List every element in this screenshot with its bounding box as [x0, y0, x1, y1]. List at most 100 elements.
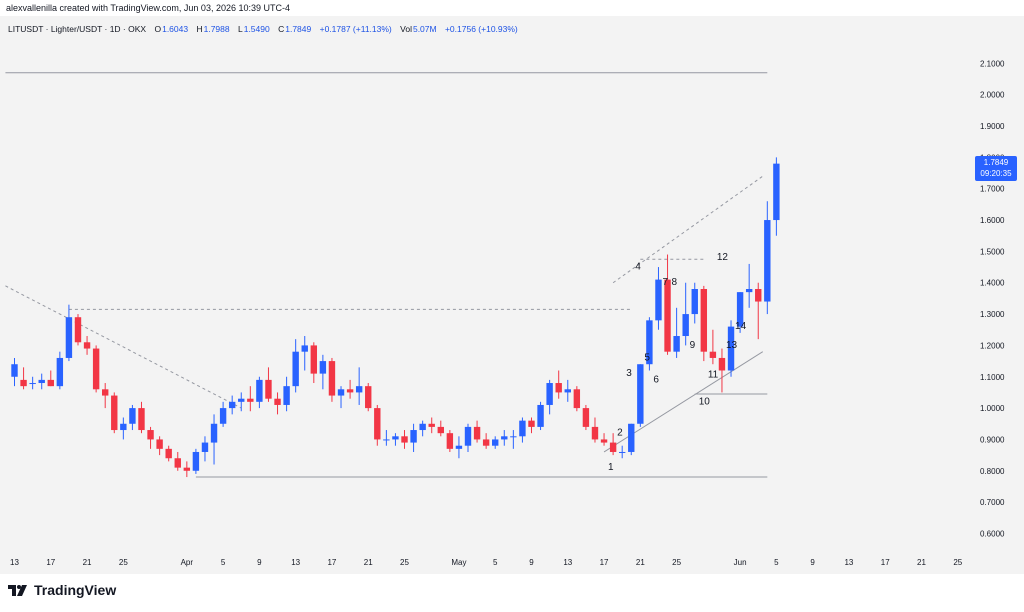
x-axis-tick-label: 13	[563, 558, 572, 567]
tradingview-logo[interactable]: TradingView	[8, 582, 116, 598]
candle-body	[337, 389, 345, 396]
close-label: C	[278, 24, 285, 34]
candle-body	[201, 442, 209, 452]
x-axis-tick-label: 5	[493, 558, 498, 567]
low-value: 1.5490	[243, 24, 270, 34]
volume-value: 5.07M	[412, 24, 437, 34]
wave-count-label: 12	[717, 252, 729, 263]
candle-body	[637, 364, 644, 424]
x-axis-tick-label: 21	[83, 558, 92, 567]
y-axis-tick-label: 1.4000	[980, 279, 1005, 288]
candle-body	[265, 379, 272, 399]
candle-body	[319, 361, 327, 374]
candle-body	[628, 423, 635, 452]
wave-count-label: 1	[608, 462, 614, 473]
wave-count-label: 6	[653, 374, 659, 385]
y-axis-tick-label: 2.1000	[980, 59, 1005, 68]
candle-body	[582, 408, 590, 427]
candle-body	[664, 279, 671, 352]
candle-body	[156, 439, 163, 449]
bar-countdown: 09:20:35	[980, 169, 1012, 179]
x-axis-tick-label: 9	[529, 558, 534, 567]
symbol-name: LITUSDT · Lighter/USDT · 1D · OKX	[8, 24, 147, 34]
candle-body	[673, 336, 680, 352]
candle-body	[74, 317, 82, 343]
top-bar: alexvallenilla created with TradingView.…	[0, 0, 1024, 16]
candle-body	[600, 439, 608, 443]
candle-body	[646, 320, 653, 365]
candle-body	[455, 445, 463, 449]
x-axis-tick-label: 17	[46, 558, 55, 567]
candle-body	[482, 439, 490, 446]
candle-body	[718, 357, 726, 371]
candle-body	[238, 398, 245, 402]
candle-body	[428, 423, 435, 427]
candle-body	[700, 289, 708, 352]
candle-body	[492, 439, 499, 446]
candle-body	[174, 458, 181, 468]
candle-body	[292, 351, 299, 387]
candle-body	[301, 345, 308, 352]
wave-count-label: 3	[626, 368, 632, 379]
candle-body	[47, 379, 54, 387]
wave-count-label: 10	[699, 396, 711, 407]
wave-count-label: 14	[735, 321, 747, 332]
wave-count-label: 13	[726, 340, 738, 351]
candle-body	[736, 292, 744, 327]
candle-body	[555, 383, 562, 393]
y-axis-tick-label: 1.5000	[980, 247, 1005, 256]
x-axis-tick-label: 13	[844, 558, 853, 567]
open-label: O	[154, 24, 162, 34]
candle-body	[120, 423, 127, 431]
trend-line	[612, 175, 764, 284]
symbol-legend: LITUSDT · Lighter/USDT · 1D · OKX O1.604…	[8, 24, 524, 34]
candle-body	[682, 314, 689, 337]
x-axis-tick-label: 25	[672, 558, 681, 567]
candle-body	[65, 317, 73, 358]
candle-body	[29, 383, 36, 385]
y-axis-tick-label: 1.9000	[980, 122, 1005, 131]
attribution-text: alexvallenilla created with TradingView.…	[6, 3, 290, 13]
volume-label: Vol	[400, 24, 412, 34]
price-chart[interactable]: 12345678910111213142.10002.00001.90001.8…	[0, 16, 1024, 574]
candle-body	[573, 389, 581, 409]
candle-body	[510, 436, 517, 438]
y-axis-tick-label: 1.2000	[980, 341, 1005, 350]
candle-body	[138, 408, 145, 431]
x-axis-tick-label: 5	[774, 558, 779, 567]
last-price-value: 1.7849	[983, 158, 1009, 168]
candle-body	[219, 408, 227, 424]
high-label: H	[196, 24, 203, 34]
candle-body	[183, 467, 191, 471]
x-axis-tick-label: 25	[119, 558, 128, 567]
footer: TradingView	[0, 574, 1024, 612]
candle-body	[537, 404, 544, 427]
wave-count-label: 8	[672, 277, 678, 288]
candle-body	[618, 451, 626, 453]
candle-body	[283, 386, 290, 405]
x-axis-tick-label: Apr	[181, 558, 194, 567]
chart-area[interactable]: 12345678910111213142.10002.00001.90001.8…	[0, 16, 1024, 574]
wave-count-label: 7	[662, 277, 668, 288]
y-axis-tick-label: 1.1000	[980, 373, 1005, 382]
candle-body	[401, 436, 408, 443]
y-axis-tick-label: 0.9000	[980, 435, 1005, 444]
candle-body	[20, 379, 27, 387]
wave-count-label: 4	[635, 261, 641, 272]
y-axis-tick-label: 2.0000	[980, 91, 1005, 100]
y-axis-tick-label: 1.6000	[980, 216, 1005, 225]
x-axis-tick-label: 17	[327, 558, 336, 567]
candle-body	[709, 351, 717, 358]
candle-body	[111, 395, 118, 431]
y-axis-tick-label: 1.0000	[980, 404, 1005, 413]
candle-body	[773, 163, 780, 221]
y-axis-tick-label: 1.7000	[980, 185, 1005, 194]
x-axis-tick-label: 25	[953, 558, 962, 567]
candle-body	[446, 433, 454, 449]
candle-body	[355, 386, 363, 393]
x-axis-tick-label: 13	[291, 558, 300, 567]
candle-body	[192, 451, 200, 471]
candle-body	[383, 439, 390, 441]
candle-body	[727, 326, 735, 371]
candle-body	[655, 279, 662, 321]
